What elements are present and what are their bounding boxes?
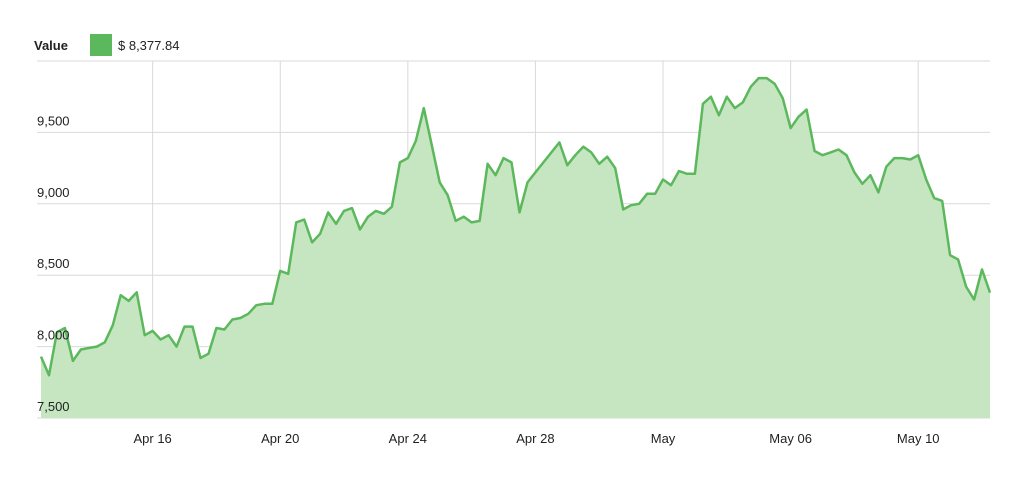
x-tick-label: Apr 20 — [261, 431, 299, 446]
area-line — [39, 76, 992, 377]
area-fill — [41, 78, 990, 418]
x-tick-label: Apr 16 — [133, 431, 171, 446]
y-tick-label: 8,500 — [37, 256, 70, 271]
x-tick-label: May 06 — [769, 431, 812, 446]
x-tick-label: May 10 — [897, 431, 940, 446]
legend-label: Value — [34, 38, 68, 53]
y-tick-label: 8,000 — [37, 328, 70, 343]
y-tick-label: 7,500 — [37, 399, 70, 414]
legend-value: $ 8,377.84 — [118, 38, 179, 53]
x-tick-label: May — [651, 431, 676, 446]
legend-swatch — [90, 34, 112, 56]
x-tick-label: Apr 28 — [516, 431, 554, 446]
x-tick-label: Apr 24 — [389, 431, 427, 446]
y-tick-label: 9,000 — [37, 185, 70, 200]
y-tick-label: 9,500 — [37, 113, 70, 128]
